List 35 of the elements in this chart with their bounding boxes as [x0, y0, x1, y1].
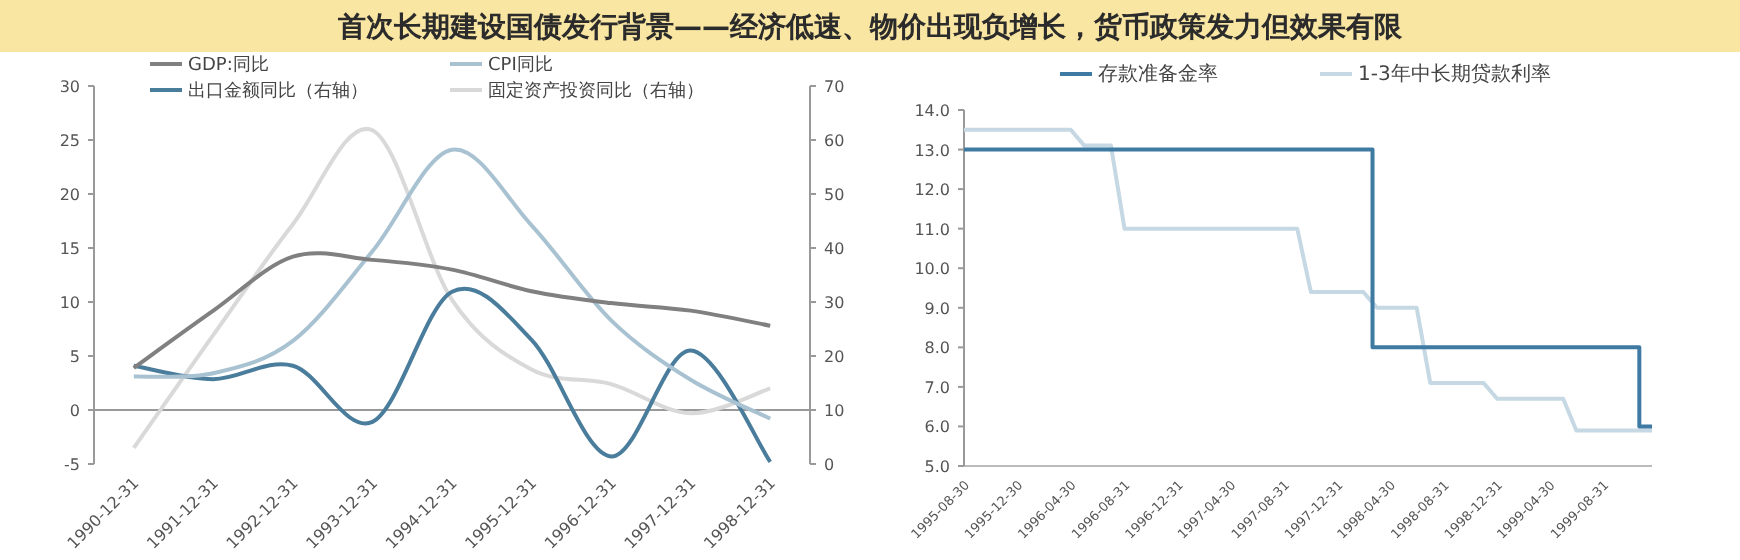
- y-tick-label: 10.0: [914, 260, 950, 279]
- y2-tick-label: 70: [824, 78, 845, 96]
- y-tick-label: 8.0: [924, 339, 950, 358]
- y-tick-label: 10: [59, 294, 80, 312]
- y-tick-label: 7.0: [924, 378, 950, 397]
- y-tick-label: 30: [59, 78, 80, 96]
- y-tick-label: 13.0: [914, 141, 950, 160]
- y2-tick-label: 10: [824, 402, 845, 420]
- legend-label: 固定资产投资同比（右轴）: [488, 80, 704, 102]
- y2-tick-label: 40: [824, 240, 845, 258]
- y2-tick-label: 30: [824, 294, 845, 312]
- y-tick-label: 15: [59, 240, 80, 258]
- y2-tick-label: 50: [824, 186, 845, 204]
- y-tick-label: 9.0: [924, 299, 950, 318]
- y-tick-label: 0: [69, 402, 80, 420]
- y-tick-label: 6.0: [924, 418, 950, 437]
- y-tick-label: 5: [69, 348, 80, 366]
- y-tick-label: 5.0: [924, 458, 950, 476]
- legend-label: 存款准备金率: [1098, 62, 1218, 86]
- line-series: [131, 147, 773, 421]
- legend-label: 1-3年中长期贷款利率: [1358, 62, 1551, 86]
- y-tick-label: 14.0: [914, 102, 950, 120]
- y-tick-label: 20: [59, 186, 80, 204]
- y-tick-label: 12.0: [914, 181, 950, 200]
- legend-label: 出口金额同比（右轴）: [188, 80, 368, 102]
- y-tick-label: 25: [59, 132, 80, 150]
- line-series: [131, 127, 773, 450]
- y2-tick-label: 20: [824, 348, 845, 366]
- y2-tick-label: 60: [824, 132, 845, 150]
- text: 首次长期建设国债发行背景——经济低速、物价出现负增长，货币政策发力但效果有限: [336, 10, 1404, 44]
- y-tick-label: 11.0: [914, 220, 950, 239]
- legend-label: GDP:同比: [188, 54, 269, 76]
- legend-label: CPI同比: [488, 54, 553, 76]
- y2-tick-label: 0: [824, 456, 835, 474]
- y-tick-label: -5: [64, 456, 80, 474]
